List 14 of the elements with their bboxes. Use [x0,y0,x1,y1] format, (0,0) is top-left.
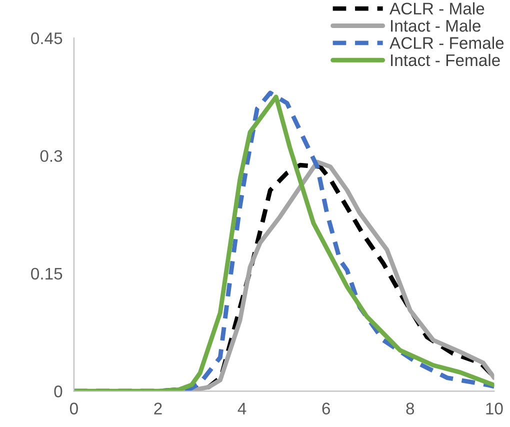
legend-label: ACLR - Male [390,2,484,15]
y-tick-label: 0.15 [31,268,62,280]
y-tick-label: 0 [54,386,62,398]
x-tick-label: 4 [238,402,246,414]
x-tick-label: 2 [154,402,162,414]
y-tick-label: 0.45 [31,32,62,44]
x-tick-label: 6 [322,402,330,414]
legend-label: ACLR - Female [390,36,504,49]
y-tick-label: 0.3 [40,150,62,162]
x-tick-label: 8 [406,402,414,414]
x-tick-label: 0 [70,402,78,414]
x-tick-label: 10 [486,402,503,414]
legend-label: Intact - Female [391,54,500,66]
legend-label: Intact - Male [391,19,480,32]
